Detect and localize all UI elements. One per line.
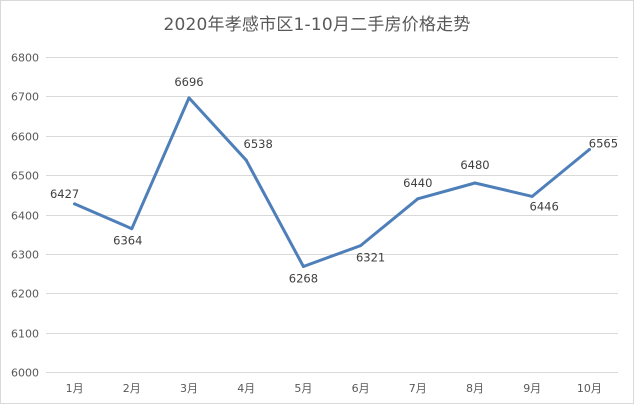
data-point xyxy=(187,96,191,100)
data-point xyxy=(416,197,420,201)
data-label: 6268 xyxy=(289,271,318,285)
data-point xyxy=(130,227,134,231)
x-tick-label: 8月 xyxy=(466,382,484,395)
y-tick-label: 6300 xyxy=(11,249,39,262)
data-point xyxy=(301,264,305,268)
data-label: 6440 xyxy=(403,176,432,190)
x-tick-label: 4月 xyxy=(237,382,255,395)
series-line xyxy=(73,96,591,268)
data-point xyxy=(473,181,477,185)
data-label: 6480 xyxy=(460,158,489,172)
x-tick-label: 1月 xyxy=(66,382,84,395)
y-tick-label: 6500 xyxy=(11,170,39,183)
data-label: 6321 xyxy=(356,251,385,265)
y-tick-label: 6400 xyxy=(11,210,39,223)
data-point xyxy=(530,194,534,198)
x-tick-label: 2月 xyxy=(123,382,141,395)
x-tick-label: 3月 xyxy=(180,382,198,395)
data-point xyxy=(73,202,77,206)
data-point xyxy=(359,244,363,248)
data-point xyxy=(244,158,248,162)
data-label: 6446 xyxy=(530,199,559,213)
y-tick-label: 6000 xyxy=(11,367,39,380)
y-tick-label: 6100 xyxy=(11,328,39,341)
y-tick-label: 6700 xyxy=(11,91,39,104)
data-label: 6364 xyxy=(113,234,142,248)
x-tick-label: 10月 xyxy=(577,382,602,395)
data-point xyxy=(587,148,591,152)
x-tick-label: 5月 xyxy=(294,382,312,395)
x-tick-label: 9月 xyxy=(523,382,541,395)
y-tick-label: 6600 xyxy=(11,131,39,144)
x-tick-label: 7月 xyxy=(409,382,427,395)
chart-title: 2020年孝感市区1-10月二手房价格走势 xyxy=(163,15,471,35)
y-tick-label: 6800 xyxy=(11,52,39,65)
data-label: 6427 xyxy=(50,187,79,201)
data-label: 6696 xyxy=(174,75,203,89)
data-label: 6538 xyxy=(244,137,273,151)
y-tick-label: 6200 xyxy=(11,288,39,301)
data-label: 6565 xyxy=(589,137,618,151)
x-tick-label: 6月 xyxy=(352,382,370,395)
